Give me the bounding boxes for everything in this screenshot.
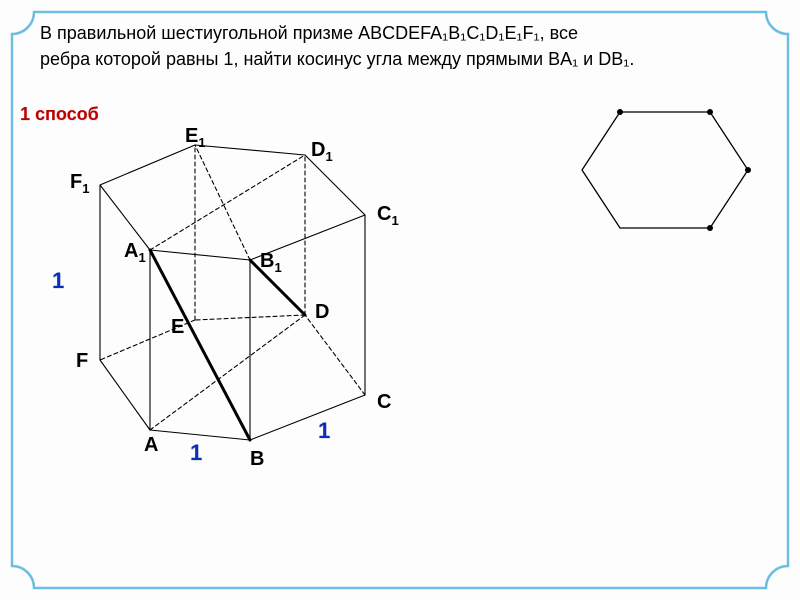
vertex-label-E1: E1 xyxy=(185,125,206,148)
edge-length-label-0: 1 xyxy=(190,440,202,466)
problem-line-1: В правильной шестиугольной призме ABCDEF… xyxy=(40,23,578,43)
vertex-label-F1: F1 xyxy=(70,171,89,194)
vertex-label-F: F xyxy=(76,350,88,373)
vertex-label-D1: D1 xyxy=(311,139,333,162)
vertex-label-B: B xyxy=(250,448,264,471)
method-label: 1 способ xyxy=(20,104,99,125)
vertex-label-C: C xyxy=(377,391,391,414)
edge-length-label-2: 1 xyxy=(52,268,64,294)
mini-hexagon xyxy=(570,90,770,240)
vertex-label-D: D xyxy=(315,301,329,324)
vertex-label-A: A xyxy=(144,434,158,457)
vertex-label-B1: B1 xyxy=(260,250,282,273)
vertex-label-E: E xyxy=(171,316,184,339)
problem-line-2: ребра которой равны 1, найти косинус угл… xyxy=(40,49,634,69)
vertex-label-A1: A1 xyxy=(124,240,146,263)
problem-statement: В правильной шестиугольной призме ABCDEF… xyxy=(40,20,772,72)
edge-length-label-1: 1 xyxy=(318,418,330,444)
vertex-label-C1: C1 xyxy=(377,203,399,226)
